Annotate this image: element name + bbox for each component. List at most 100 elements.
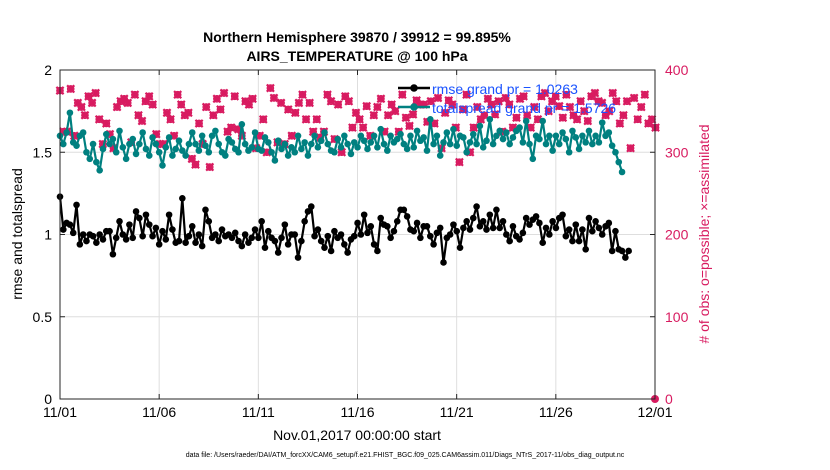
totalspread-point [489, 140, 497, 148]
totalspread-point [463, 148, 470, 156]
obs-assimilated-marker [383, 110, 393, 120]
rmse-point [238, 242, 246, 250]
rmse-point [625, 247, 632, 255]
totalspread-point [403, 145, 411, 153]
rmse-point [549, 218, 556, 225]
totalspread-point [129, 135, 137, 143]
x-tick-label: 11/01 [43, 404, 77, 420]
totalspread-point [119, 144, 127, 151]
totalspread-point [139, 129, 146, 136]
totalspread-point [440, 139, 447, 146]
obs-assimilated-marker [94, 114, 104, 124]
totalspread-point [589, 140, 596, 148]
totalspread-point [271, 157, 279, 164]
obs-assimilated-marker [333, 100, 343, 109]
rmse-point [245, 239, 252, 247]
legend-spread-marker [410, 103, 418, 111]
y-right-tick-label: 0 [665, 391, 673, 407]
rmse-point [291, 231, 299, 238]
totalspread-point [387, 132, 394, 140]
obs-assimilated-marker [176, 100, 186, 109]
obs-assimilated-marker [130, 90, 140, 100]
rmse-point [185, 232, 193, 240]
obs-assimilated-marker [216, 105, 225, 114]
obs-assimilated-marker [266, 83, 275, 93]
rmse-point [136, 214, 143, 222]
totalspread-point [519, 139, 527, 146]
rmse-point [493, 206, 500, 214]
obs-assimilated-marker [565, 102, 575, 112]
totalspread-point [106, 140, 113, 148]
totalspread-point [145, 152, 153, 159]
rmse-point [298, 237, 305, 245]
totalspread-point [258, 147, 265, 154]
legend-rmse-marker [410, 84, 418, 92]
obs-assimilated-marker [522, 110, 532, 120]
totalspread-point [453, 142, 461, 149]
obs-assimilated-marker [397, 90, 407, 100]
totalspread-point [552, 132, 560, 140]
totalspread-point [605, 129, 613, 136]
totalspread-point [377, 125, 385, 133]
rmse-point [198, 242, 206, 250]
rmse-point [215, 237, 222, 245]
totalspread-point [473, 140, 480, 148]
totalspread-point [460, 134, 467, 141]
obs-assimilated-marker [305, 98, 315, 108]
totalspread-point [575, 145, 583, 153]
totalspread-point [268, 148, 275, 156]
rmse-point [522, 214, 530, 222]
totalspread-point [397, 130, 404, 138]
obs-assimilated-marker [622, 96, 632, 106]
totalspread-point [503, 129, 510, 136]
totalspread-point [347, 150, 355, 158]
totalspread-point [294, 132, 302, 140]
rmse-point [228, 234, 236, 242]
rmse-point [426, 232, 434, 240]
totalspread-point [241, 140, 249, 148]
rmse-point [126, 221, 133, 228]
rmse-point [112, 234, 120, 242]
rmse-point [503, 231, 510, 238]
obs-assimilated-marker [633, 114, 643, 124]
totalspread-point [585, 127, 593, 135]
rmse-point [595, 224, 603, 232]
rmse-point [271, 237, 279, 245]
rmse-point [142, 211, 150, 219]
rmse-point [519, 229, 527, 237]
totalspread-point [238, 120, 246, 128]
rmse-point [622, 254, 629, 261]
totalspread-point [539, 117, 547, 125]
rmse-point [73, 201, 80, 209]
totalspread-point [89, 140, 97, 148]
totalspread-point [116, 127, 123, 135]
totalspread-point [132, 150, 140, 158]
rmse-point [598, 231, 606, 238]
obs-assimilated-marker [183, 108, 193, 118]
totalspread-point [423, 147, 431, 154]
totalspread-point [301, 139, 308, 146]
totalspread-point [486, 116, 494, 123]
obs-assimilated-marker [269, 93, 279, 103]
left-y-axis-ticks: 0 0.5 1 1.5 2 [33, 62, 65, 407]
totalspread-point [311, 132, 318, 140]
totalspread-point [608, 142, 616, 149]
totalspread-point [579, 132, 586, 140]
rmse-point [539, 239, 547, 247]
obs-assimilated-marker [312, 114, 322, 124]
totalspread-point [334, 135, 342, 143]
totalspread-point [612, 148, 619, 156]
totalspread-point [526, 140, 533, 148]
totalspread-point [618, 168, 626, 176]
totalspread-point [155, 148, 163, 156]
rmse-point [129, 234, 137, 242]
totalspread-point [562, 135, 570, 143]
obs-assimilated-marker [80, 110, 90, 120]
rmse-point [486, 211, 494, 219]
rmse-point [93, 239, 100, 247]
obs-assimilated-marker [376, 94, 386, 104]
totalspread-point [354, 144, 361, 151]
footer-data-file: data file: /Users/raeder/DAI/ATM_forcXX/… [186, 452, 625, 459]
y-tick-label: 2 [44, 62, 52, 78]
obs-assimilated-marker [551, 91, 561, 101]
